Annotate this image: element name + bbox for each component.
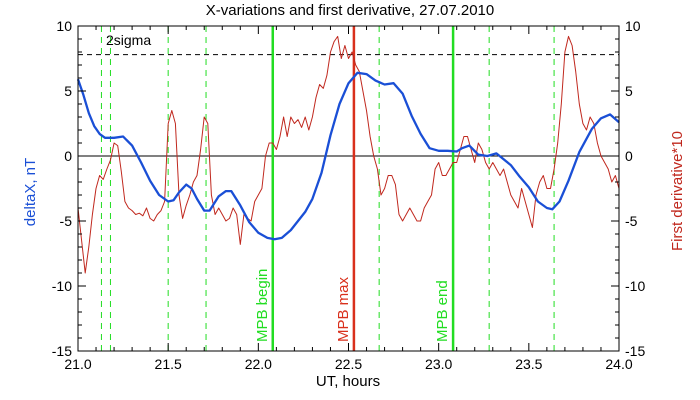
y-left-tick-label-3: -5: [60, 213, 73, 229]
event-label-2: MPB end: [434, 280, 451, 342]
axis-ticks: 21.0 21.5 22.0 22.5 23.0 23.5 24.0 10 5 0 -5 -10 -15…: [52, 18, 646, 372]
event-label-1: MPB max: [335, 276, 352, 342]
y-right-tick-label-4: -10: [625, 278, 645, 294]
x-tick-label-0: 21.0: [64, 356, 91, 372]
derivative-line: [77, 35, 620, 274]
y-left-tick-label-4: -10: [52, 278, 72, 294]
x-tick-label-1: 21.5: [155, 356, 182, 372]
x-tick-label-2: 22.0: [245, 356, 272, 372]
x-tick-label-6: 24.0: [605, 356, 632, 372]
reference-lines: [78, 54, 619, 157]
y-left-tick-label-0: 10: [56, 18, 72, 34]
chart-title: X-variations and first derivative, 27.07…: [206, 2, 495, 19]
data-series: [76, 35, 620, 274]
y-right-tick-label-2: 0: [625, 148, 633, 164]
x-tick-label-3: 22.5: [335, 356, 362, 372]
y-left-tick-label-2: 0: [64, 148, 72, 164]
x-tick-label-5: 23.5: [515, 356, 542, 372]
threshold-label: 2sigma: [106, 32, 151, 48]
y-axis-label-right: First derivative*10: [669, 131, 686, 251]
deltaX-line: [76, 71, 620, 241]
y-left-tick-label-1: 5: [64, 83, 72, 99]
y-axis-label-left: deltaX, nT: [22, 158, 39, 226]
x-axis-label: UT, hours: [316, 373, 380, 390]
event-label-0: MPB begin: [254, 269, 271, 342]
y-right-tick-label-5: -15: [625, 343, 645, 359]
y-right-tick-label-0: 10: [625, 18, 641, 34]
event-labels: MPB begin MPB max MPB end: [254, 269, 451, 342]
y-right-tick-label-3: -5: [625, 213, 638, 229]
y-left-tick-label-5: -15: [52, 343, 72, 359]
y-right-tick-label-1: 5: [625, 83, 633, 99]
x-tick-label-4: 23.0: [425, 356, 452, 372]
event-markers: [100, 26, 555, 351]
